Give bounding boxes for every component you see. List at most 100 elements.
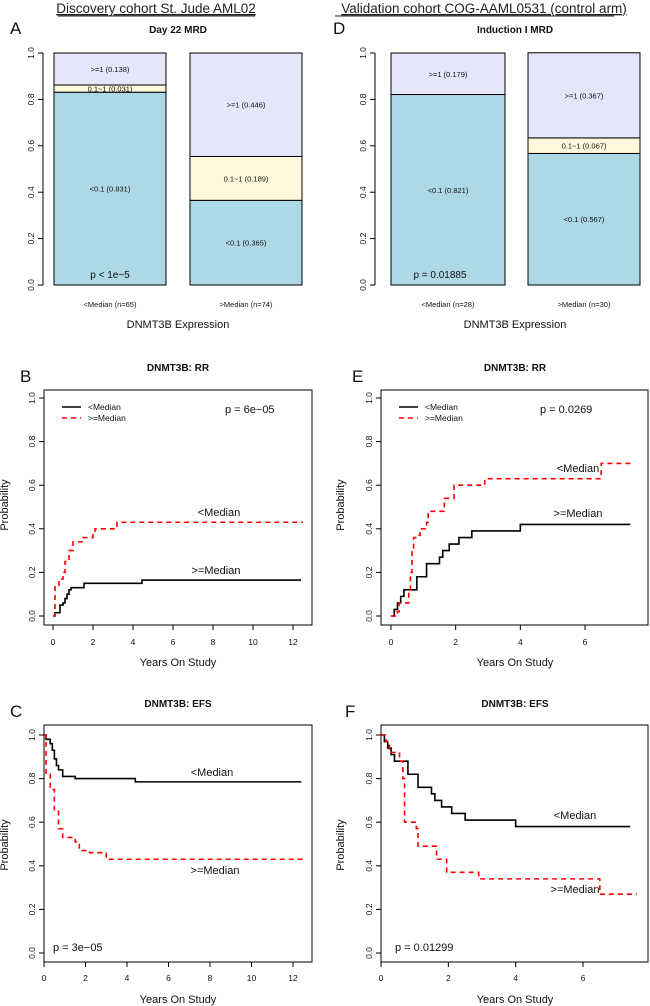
- x-tick-label: 4: [518, 637, 523, 647]
- y-tick-label: 0.6: [26, 140, 36, 152]
- y-tick-label: 0.6: [27, 816, 37, 828]
- curve-label: >=Median: [192, 565, 241, 577]
- y-tick-label: 0.2: [26, 232, 36, 244]
- y-tick-label: 1.0: [26, 47, 36, 59]
- x-axis-label: DNMT3B Expression: [464, 319, 567, 331]
- panel-f: F DNMT3B: EFS 0.0 0.2 0.4 0.6 0.8 1.0 0 2 4 6 <Media…: [335, 699, 649, 1006]
- header-validation-cohort: Validation cohort COG-AAML0531 (control …: [341, 1, 627, 16]
- panel-letter: D: [333, 19, 345, 38]
- y-axis-label: Probability: [335, 479, 347, 531]
- x-tick-label: 6: [581, 973, 586, 983]
- x-tick-label: 2: [446, 973, 451, 983]
- plot-frame: [43, 724, 313, 963]
- panel-d: D Induction I MRD 0.0 0.2 0.4 0.6 0.8 1.0 <0.1 (…: [333, 19, 641, 331]
- plot-frame: [380, 389, 649, 626]
- y-tick-label: 1.0: [27, 729, 37, 741]
- x-tick-label: 12: [288, 637, 298, 647]
- y-tick-label: 0.2: [27, 566, 37, 578]
- y-tick-label: 0.4: [364, 523, 374, 535]
- curve-label: <Median: [198, 507, 241, 519]
- x-axis-label: Years On Study: [140, 994, 217, 1006]
- category-label: <Median (n=28): [422, 300, 475, 309]
- legend-entry: <Median: [88, 402, 121, 412]
- x-tick-label: 0: [379, 973, 384, 983]
- x-tick-label: 6: [583, 637, 588, 647]
- y-tick-label: 1.0: [27, 392, 37, 404]
- y-tick-label: 0.8: [358, 93, 368, 105]
- y-tick-label: 0.6: [27, 479, 37, 491]
- chart-title: DNMT3B: EFS: [144, 699, 212, 710]
- km-curve-above-median: [44, 734, 304, 861]
- p-value: p = 6e−05: [225, 404, 275, 416]
- y-tick-label: 0.8: [364, 772, 374, 784]
- y-tick-label: 1.0: [358, 47, 368, 59]
- y-tick-label: 0.6: [358, 140, 368, 152]
- panel-letter: C: [10, 702, 22, 721]
- bar-segment: [527, 152, 641, 286]
- y-tick-label: 1.0: [364, 392, 374, 404]
- chart-title: DNMT3B: RR: [147, 363, 210, 374]
- legend-entry: <Median: [425, 402, 458, 412]
- bar-segment: [527, 52, 641, 139]
- panel-c: C DNMT3B: EFS 0.0 0.2 0.4 0.6 0.8 1.0 0 2 4 6 8 10 12 <…: [0, 699, 313, 1006]
- panel-e: E DNMT3B: RR 0.0 0.2 0.4 0.6 0.8 1.0 0 2 4 6 <Median…: [335, 363, 649, 669]
- segment-label: >=1 (0.138): [91, 65, 130, 74]
- chart-title: Day 22 MRD: [149, 25, 207, 36]
- bar-segment: [53, 91, 167, 286]
- p-value: p = 0.01885: [413, 270, 467, 281]
- p-value: p = 3e−05: [53, 942, 103, 954]
- y-tick-label: 0.0: [364, 610, 374, 622]
- panel-letter: F: [345, 702, 355, 721]
- curve-label: >=Median: [191, 865, 240, 877]
- y-tick-label: 0.8: [364, 435, 374, 447]
- panel-letter: E: [352, 367, 363, 386]
- segment-label: >=1 (0.446): [227, 101, 266, 110]
- x-tick-label: 4: [125, 973, 130, 983]
- segment-label: <0.1 (0.821): [428, 186, 469, 195]
- y-tick-label: 0.4: [364, 860, 374, 872]
- curve-label: >=Median: [551, 884, 600, 896]
- x-axis-label: DNMT3B Expression: [127, 319, 230, 331]
- x-tick-label: 4: [131, 637, 136, 647]
- chart-title: DNMT3B: RR: [484, 363, 547, 374]
- panel-a: A Day 22 MRD 0.0 0.2 0.4 0.6 0.8 1.0 <0.1 (0.831…: [10, 19, 303, 331]
- header-discovery-cohort: Discovery cohort St. Jude AML02: [56, 1, 256, 16]
- x-tick-label: 2: [91, 637, 96, 647]
- y-tick-label: 0.2: [27, 903, 37, 915]
- y-tick-label: 0.0: [26, 279, 36, 291]
- curve-label: >=Median: [554, 508, 603, 520]
- x-tick-label: 10: [248, 637, 258, 647]
- y-tick-label: 0.8: [27, 772, 37, 784]
- x-tick-label: 6: [166, 973, 171, 983]
- curve-label: <Median: [557, 463, 600, 475]
- plot-frame: [380, 724, 649, 963]
- x-tick-label: 6: [171, 637, 176, 647]
- segment-label: <0.1 (0.831): [90, 185, 131, 194]
- segment-label: 0.1~1 (0.067): [562, 142, 607, 151]
- km-curve-below-median: [391, 523, 631, 617]
- segment-label: >=1 (0.179): [429, 70, 468, 79]
- y-tick-label: 0.4: [26, 186, 36, 198]
- bar-segment: [189, 155, 303, 201]
- y-tick-label: 0.2: [358, 232, 368, 244]
- km-curve-below-median: [44, 734, 302, 783]
- segment-label: 0.1~1 (0.031): [88, 85, 133, 94]
- p-value: p = 0.01299: [395, 942, 453, 954]
- y-tick-label: 0.8: [27, 435, 37, 447]
- x-axis-label: Years On Study: [477, 657, 554, 669]
- y-tick-label: 0.6: [364, 816, 374, 828]
- segment-label: 0.1~1 (0.189): [224, 174, 269, 183]
- bar-segment: [189, 199, 303, 286]
- km-curve-above-median: [391, 462, 634, 617]
- category-label: <Median (n=65): [84, 300, 137, 309]
- panel-letter: B: [20, 367, 31, 386]
- y-tick-label: 0.6: [364, 479, 374, 491]
- y-tick-label: 0.8: [26, 93, 36, 105]
- legend-entry: >=Median: [88, 413, 126, 423]
- bar-segment: [390, 94, 506, 286]
- y-tick-label: 0.4: [27, 860, 37, 872]
- y-axis-label: Probability: [335, 819, 347, 871]
- chart-title: Induction I MRD: [477, 25, 553, 36]
- y-tick-label: 0.4: [27, 523, 37, 535]
